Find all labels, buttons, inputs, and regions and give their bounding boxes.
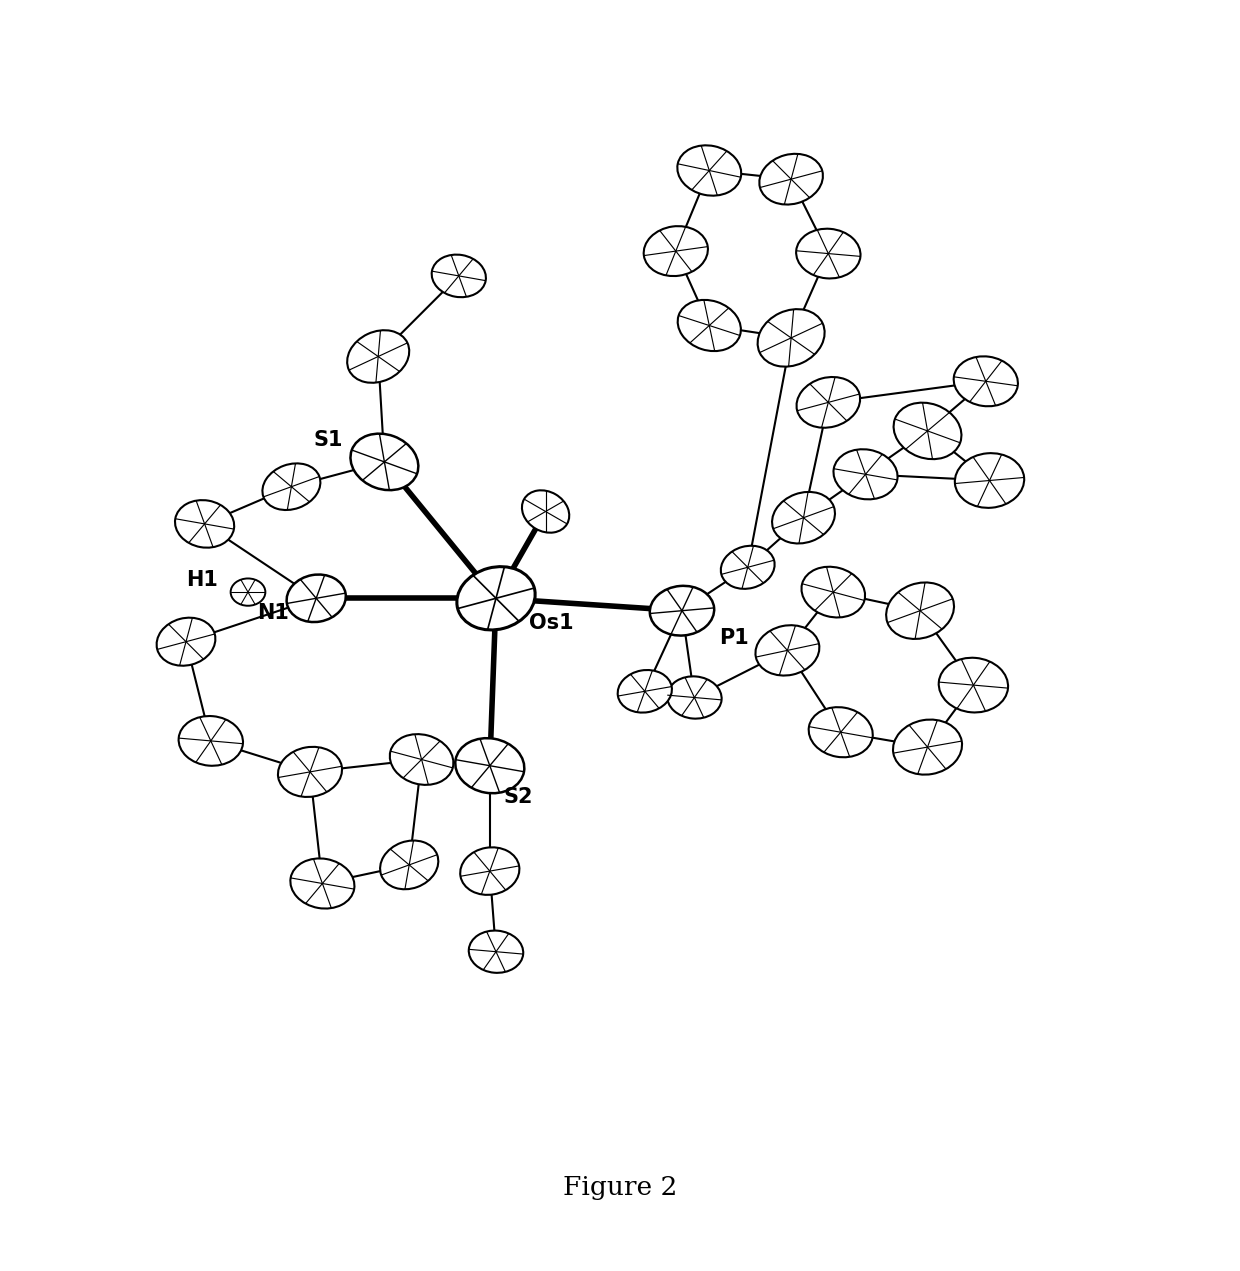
Ellipse shape — [650, 586, 714, 636]
Ellipse shape — [796, 229, 861, 278]
Ellipse shape — [381, 840, 438, 890]
Ellipse shape — [179, 716, 243, 765]
Ellipse shape — [887, 582, 954, 639]
Ellipse shape — [263, 464, 320, 510]
Ellipse shape — [456, 567, 536, 630]
Ellipse shape — [156, 618, 216, 666]
Ellipse shape — [175, 500, 234, 548]
Ellipse shape — [759, 154, 823, 205]
Ellipse shape — [678, 300, 740, 351]
Ellipse shape — [773, 492, 835, 544]
Text: S2: S2 — [503, 787, 533, 807]
Ellipse shape — [522, 491, 569, 533]
Ellipse shape — [955, 454, 1024, 508]
Ellipse shape — [389, 735, 454, 785]
Ellipse shape — [801, 567, 866, 618]
Text: Figure 2: Figure 2 — [563, 1174, 677, 1200]
Ellipse shape — [347, 330, 409, 383]
Ellipse shape — [677, 145, 742, 196]
Ellipse shape — [796, 377, 861, 428]
Ellipse shape — [954, 356, 1018, 407]
Ellipse shape — [455, 738, 525, 793]
Ellipse shape — [286, 574, 346, 622]
Ellipse shape — [290, 858, 355, 909]
Ellipse shape — [667, 676, 722, 718]
Ellipse shape — [939, 658, 1008, 713]
Ellipse shape — [231, 578, 265, 606]
Ellipse shape — [720, 545, 775, 588]
Ellipse shape — [893, 719, 962, 774]
Ellipse shape — [618, 670, 672, 713]
Text: Os1: Os1 — [529, 613, 574, 633]
Ellipse shape — [278, 747, 342, 797]
Ellipse shape — [351, 433, 418, 491]
Text: S1: S1 — [314, 430, 343, 450]
Ellipse shape — [808, 707, 873, 758]
Text: P1: P1 — [719, 628, 749, 648]
Ellipse shape — [758, 309, 825, 366]
Text: N1: N1 — [257, 604, 289, 623]
Ellipse shape — [432, 254, 486, 297]
Ellipse shape — [460, 848, 520, 895]
Ellipse shape — [469, 930, 523, 972]
Ellipse shape — [755, 625, 820, 676]
Text: H1: H1 — [186, 569, 218, 590]
Ellipse shape — [894, 403, 961, 459]
Ellipse shape — [833, 449, 898, 500]
Ellipse shape — [644, 226, 708, 276]
